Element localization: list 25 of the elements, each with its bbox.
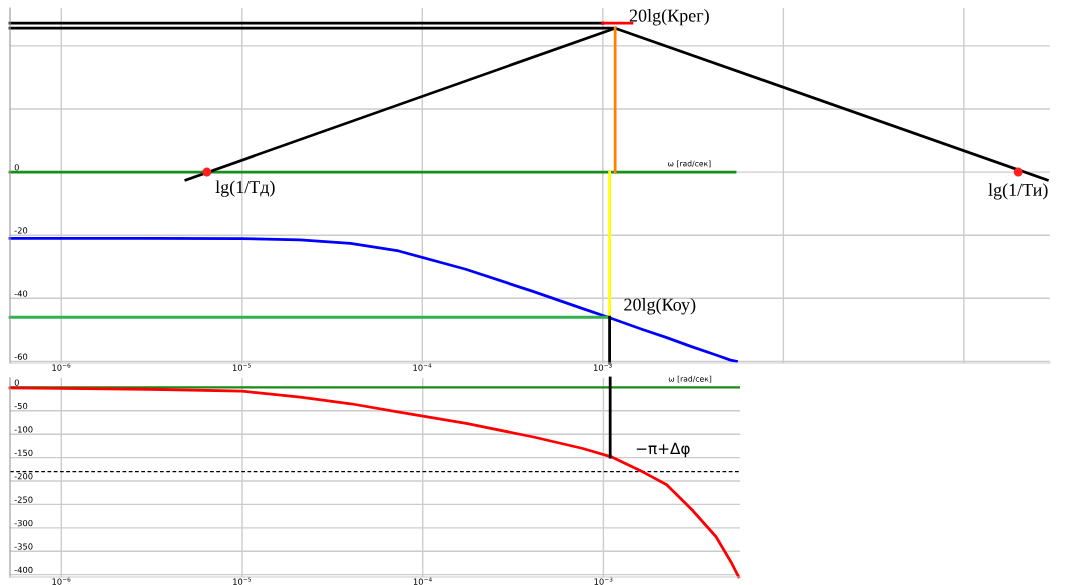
annotation: 20lg(Коу) [624, 298, 696, 315]
annotation: lg(1/Ти) [988, 183, 1048, 200]
annotation: −π+Δφ [636, 442, 690, 458]
y-tick-label: -400 [14, 566, 33, 574]
y-tick-label: -300 [14, 519, 33, 527]
y-tick-label: -150 [14, 449, 33, 456]
y-tick-label: -20 [14, 227, 28, 234]
x-tick-label: 10$^{−6}$ [52, 577, 71, 585]
y-tick-label: -60 [14, 353, 28, 360]
x-tick-label: 10$^{−4}$ [413, 577, 432, 585]
y-tick-label: -200 [14, 473, 33, 480]
annotation: 20lg(Крег) [629, 8, 709, 26]
x-tick-label: 10$^{−4}$ [413, 363, 432, 371]
x-tick-label: 10$^{−6}$ [52, 363, 71, 371]
x-tick-label: 10$^{−5}$ [233, 577, 251, 585]
x-tick-label: 10$^{−3}$ [594, 577, 613, 585]
y-tick-label: 0 [14, 164, 19, 171]
y-tick-label: -50 [14, 402, 28, 410]
x-tick-label: 10$^{−5}$ [232, 363, 251, 371]
y-tick-label: -100 [14, 426, 33, 433]
y-tick-label: -350 [14, 543, 33, 550]
annotation: lg(1/Тд) [215, 180, 275, 197]
y-tick-label: -40 [14, 290, 28, 297]
y-tick-label: -250 [14, 496, 33, 503]
y-tick-label: 0 [14, 379, 19, 386]
